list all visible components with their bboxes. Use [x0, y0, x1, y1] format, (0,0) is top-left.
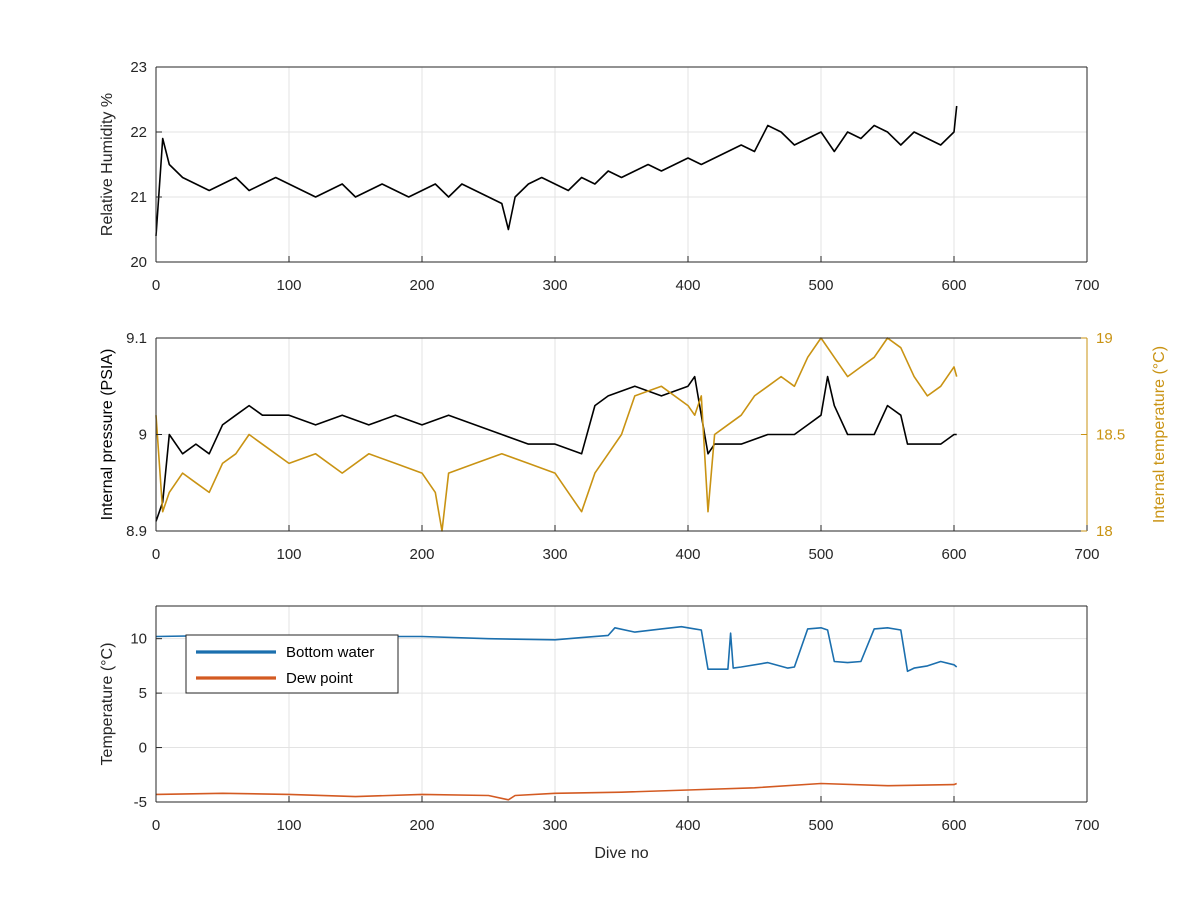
legend-label: Bottom water: [286, 644, 374, 661]
series-line-1: [155, 105, 958, 237]
x-tick-label: 400: [675, 277, 700, 294]
y-tick-label: 9: [139, 427, 147, 444]
x-tick-label: 700: [1074, 277, 1099, 294]
y-tick-label: 8.9: [126, 523, 147, 540]
x-tick-label: 500: [808, 817, 833, 834]
y-axis-label: Temperature (°C): [99, 643, 116, 766]
y2-axis-label: Internal temperature (°C): [1151, 346, 1168, 523]
x-tick-label: 700: [1074, 817, 1099, 834]
y-tick-label: 9.1: [126, 330, 147, 347]
x-tick-label: 600: [941, 817, 966, 834]
x-axis-label: Dive no: [594, 845, 648, 862]
y-tick-label: 0: [139, 740, 147, 757]
subplot-2: 0 100 200 300 400 500 600 700 8.9 9 9.1 18 18.5 19 Int…: [99, 330, 1168, 563]
x-tick-label: 200: [409, 546, 434, 563]
series-line-bottom-water: [155, 625, 958, 673]
y-tick-label: 21: [130, 189, 147, 206]
x-tick-label: 200: [409, 817, 434, 834]
x-tick-label: 300: [542, 546, 567, 563]
y-axis-label: Internal pressure (PSIA): [99, 349, 116, 521]
x-tick-label: 500: [808, 277, 833, 294]
x-tick-label: 300: [542, 817, 567, 834]
y-tick-label: 5: [139, 685, 147, 702]
x-tick-label: 700: [1074, 546, 1099, 563]
y2-tick-label: 18: [1096, 523, 1113, 540]
x-tick-label: 100: [276, 817, 301, 834]
x-tick-label: 400: [675, 817, 700, 834]
x-tick-label: 500: [808, 546, 833, 563]
legend-box: [185, 634, 399, 694]
y-tick-label: 10: [130, 631, 147, 648]
y-tick-label: -5: [134, 794, 147, 811]
series-line-dew-point: [155, 782, 958, 801]
x-tick-label: 0: [152, 277, 160, 294]
x-tick-label: 300: [542, 277, 567, 294]
series-line-1: [155, 375, 957, 522]
subplot-3: 0 100 200 300 400 500 600 700 -5 0 5 10 Temperature …: [99, 605, 1100, 862]
x-tick-label: 600: [941, 546, 966, 563]
x-tick-label: 100: [276, 546, 301, 563]
x-tick-label: 600: [941, 277, 966, 294]
legend-label: Dew point: [286, 670, 354, 687]
x-tick-label: 0: [152, 546, 160, 563]
x-tick-label: 100: [276, 277, 301, 294]
legend: Bottom water Dew point: [185, 634, 399, 694]
x-tick-label: 200: [409, 277, 434, 294]
y-tick-label: 20: [130, 254, 147, 271]
y2-tick-label: 19: [1096, 330, 1113, 347]
y2-tick-label: 18.5: [1096, 427, 1125, 444]
y-axis-label: Relative Humidity %: [99, 93, 116, 236]
x-tick-label: 0: [152, 817, 160, 834]
y-tick-label: 22: [130, 124, 147, 141]
series-line-2: [155, 337, 958, 532]
subplot-1: 0 100 200 300 400 500 600 700 20 21 22 23 Relative H…: [99, 59, 1100, 294]
y-tick-label: 23: [130, 59, 147, 76]
x-tick-label: 400: [675, 546, 700, 563]
